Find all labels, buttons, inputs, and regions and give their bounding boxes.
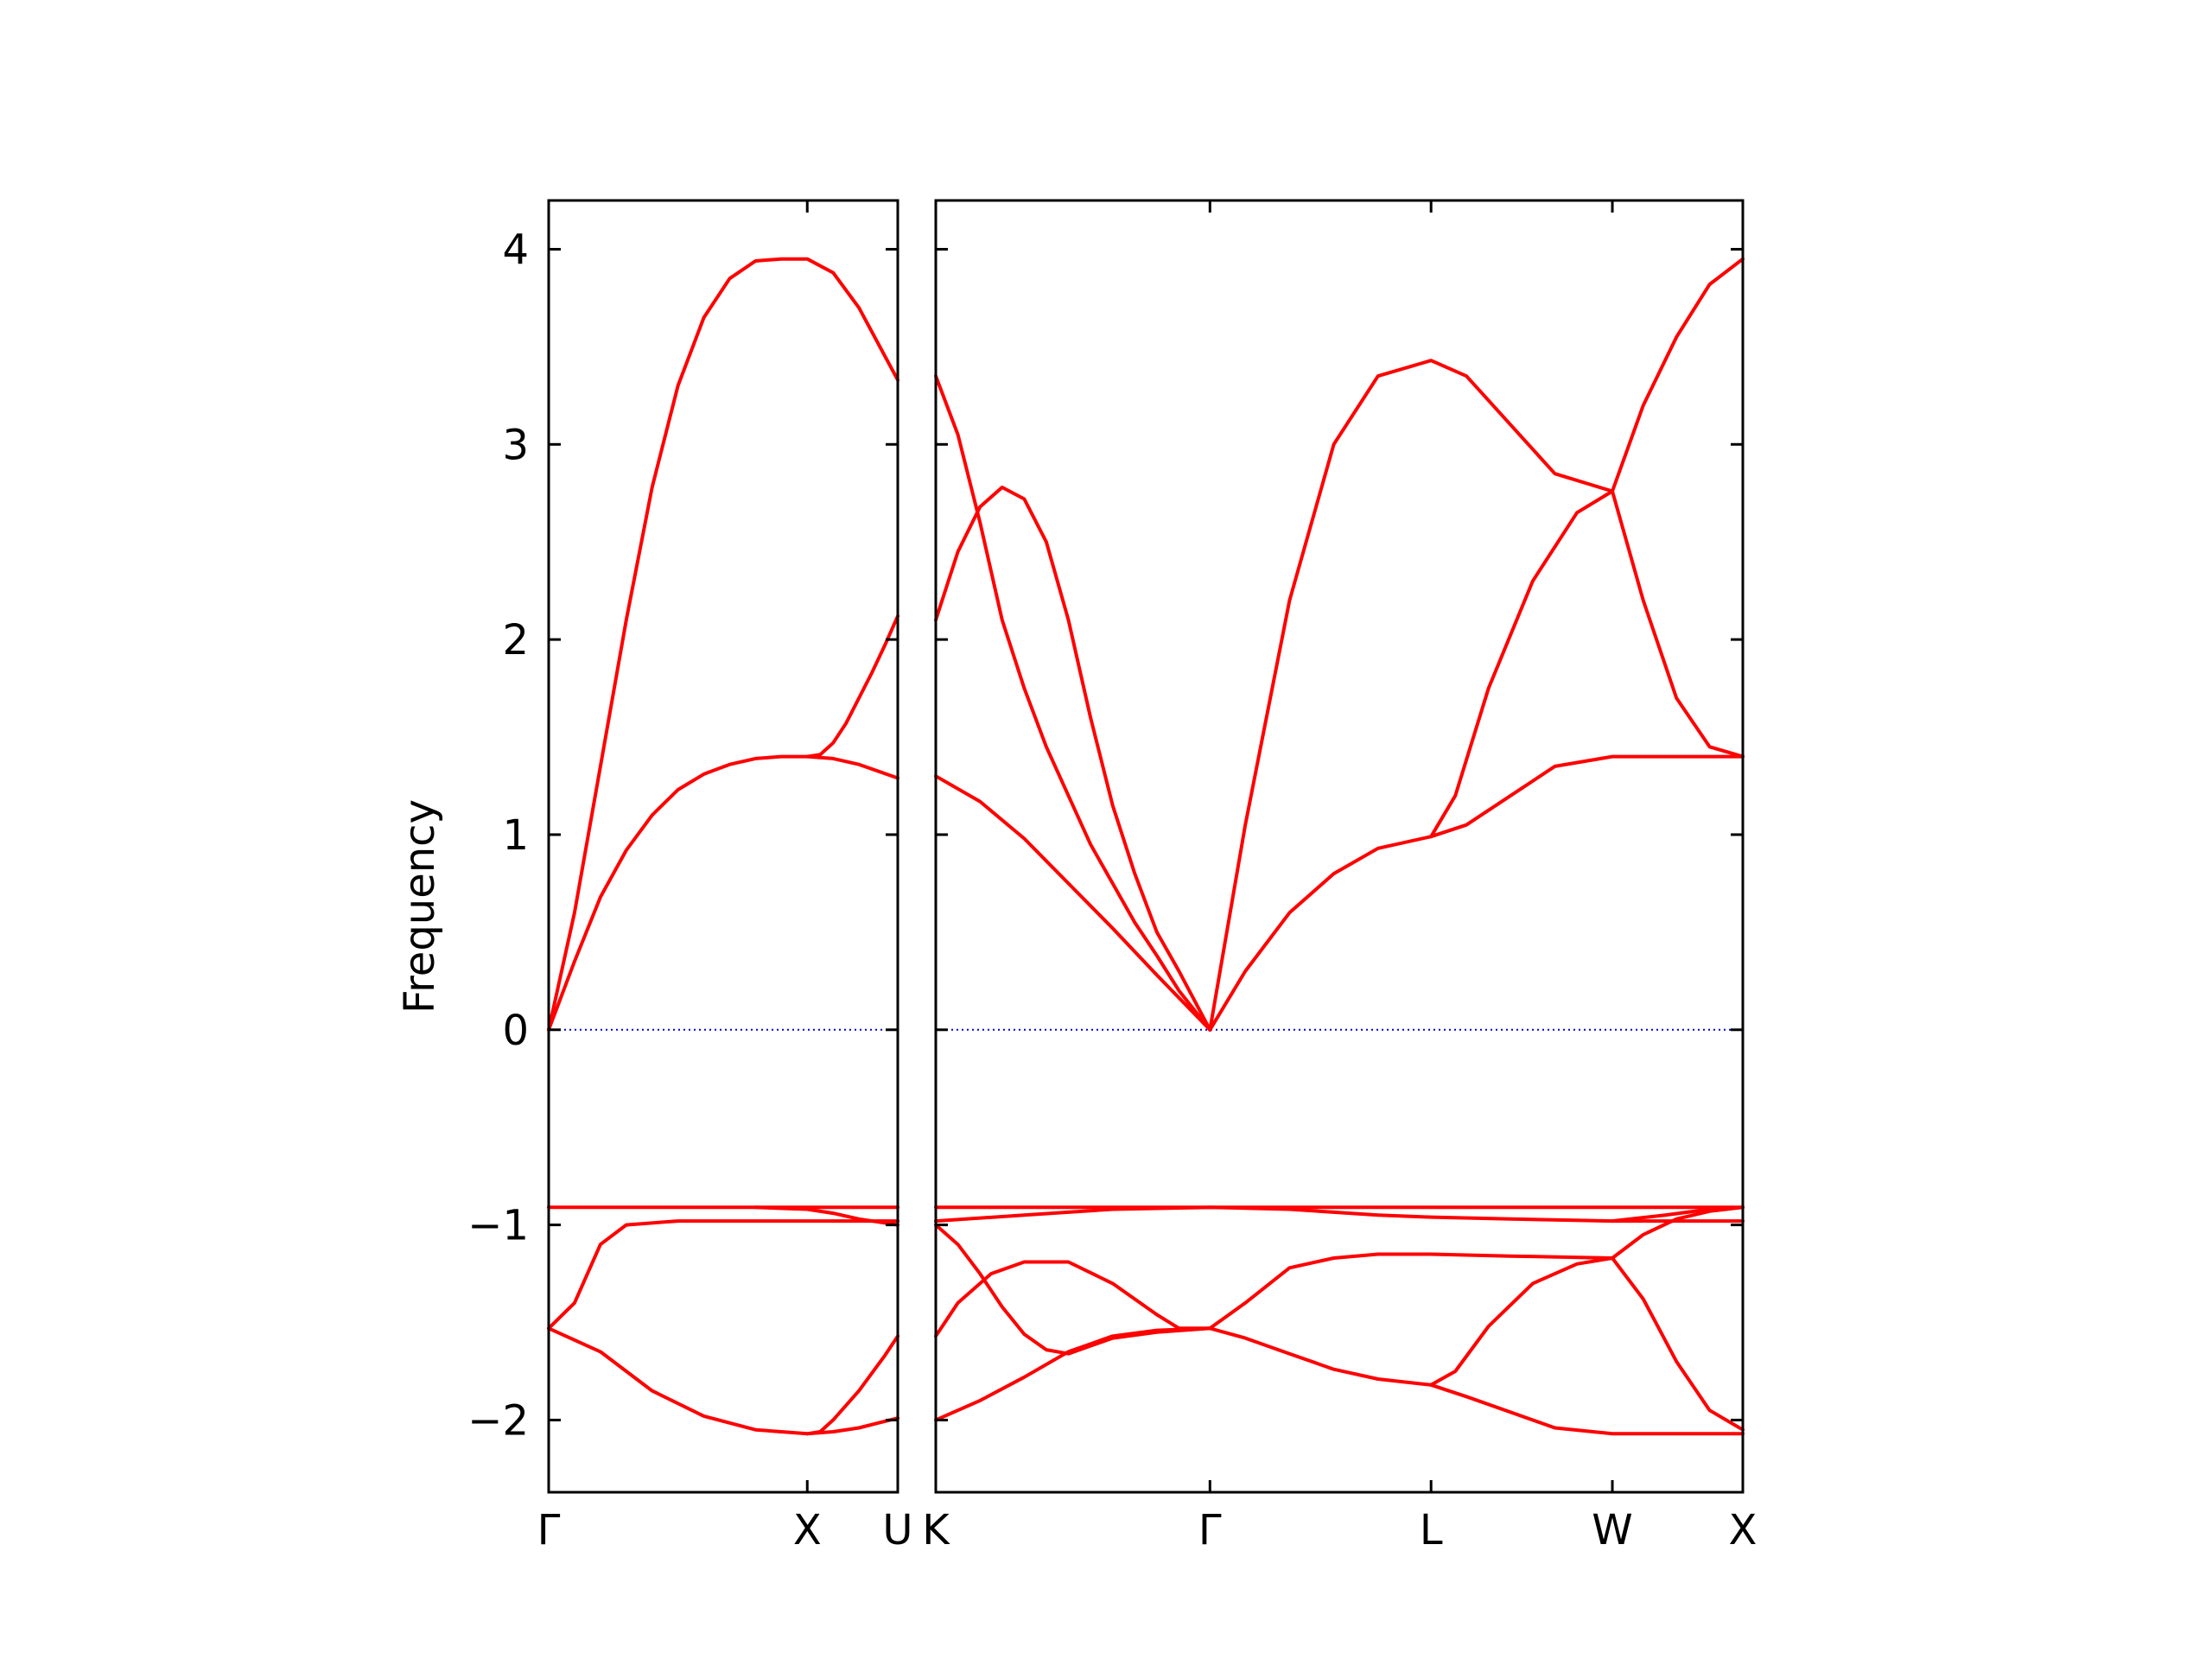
band-line-2-18 (1611, 1256, 1745, 1432)
x-tick-label: L (1420, 1506, 1443, 1554)
band-line-1-7 (547, 1326, 899, 1436)
band-line-2-19 (1611, 1205, 1745, 1260)
band-line-1-8 (805, 1334, 899, 1436)
y-tick-label: −2 (467, 1396, 529, 1445)
x-tick-label: Γ (1198, 1506, 1222, 1554)
x-tick-label: X (1729, 1506, 1758, 1554)
panel-frame (547, 199, 899, 1494)
band-line-2-10 (934, 1205, 1745, 1224)
band-line-2-2 (934, 374, 1212, 1032)
y-tick-label: −1 (467, 1202, 529, 1250)
band-line-2-7 (1611, 257, 1745, 493)
band-line-2-5 (1208, 359, 1614, 1032)
band-line-2-1 (934, 486, 1212, 1032)
band-line-1-2 (547, 754, 899, 1032)
band-line-2-15 (1208, 1252, 1614, 1331)
band-line-2-14 (934, 1326, 1212, 1422)
panel-frame (934, 199, 1745, 1494)
band-line-2-3 (934, 774, 1212, 1032)
y-tick-label: 2 (502, 616, 529, 664)
band-line-2-12 (934, 1223, 1212, 1356)
band-line-2-13 (934, 1260, 1212, 1338)
x-tick-label: X (793, 1506, 822, 1554)
band-line-2-6 (1429, 489, 1614, 839)
band-line-1-6 (753, 1205, 899, 1227)
band-line-2-17 (1429, 1256, 1614, 1387)
y-tick-label: 0 (502, 1007, 529, 1055)
x-tick-label: K (922, 1506, 950, 1554)
band-line-1-1 (547, 257, 899, 1032)
x-tick-label: W (1592, 1506, 1632, 1554)
y-axis-label: Frequency (396, 799, 444, 1014)
band-line-2-4 (1208, 754, 1745, 1032)
y-tick-label: 4 (502, 226, 529, 274)
band-line-2-8 (1611, 489, 1745, 759)
band-line-1-5 (547, 1219, 899, 1331)
y-tick-label: 1 (502, 811, 529, 860)
band-line-1-3 (805, 614, 899, 759)
y-tick-label: 3 (502, 421, 529, 469)
x-tick-label: Γ (537, 1506, 561, 1554)
y-tick-labels: 4 3 2 1 0 −1 −2 (467, 226, 529, 1445)
x-tick-label: U (882, 1506, 912, 1554)
